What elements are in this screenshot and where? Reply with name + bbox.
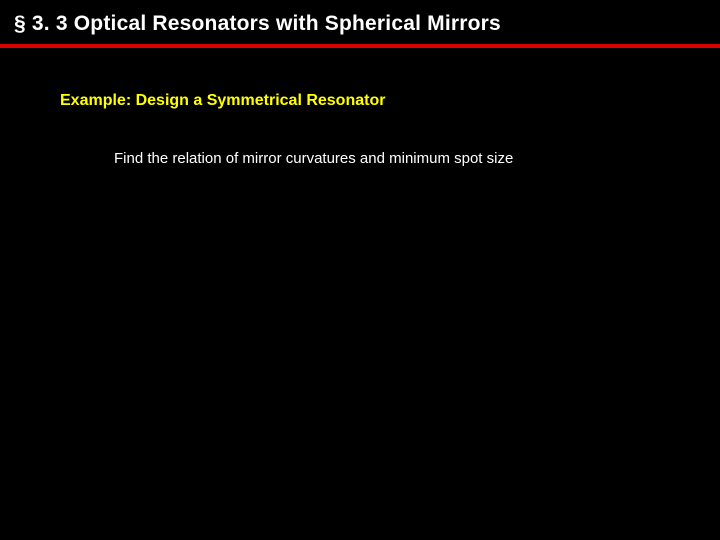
title-underline-rule bbox=[0, 44, 720, 48]
slide-container: § 3. 3 Optical Resonators with Spherical… bbox=[0, 0, 720, 540]
section-title: § 3. 3 Optical Resonators with Spherical… bbox=[14, 12, 501, 36]
body-text: Find the relation of mirror curvatures a… bbox=[114, 150, 513, 167]
example-heading: Example: Design a Symmetrical Resonator bbox=[60, 92, 385, 110]
